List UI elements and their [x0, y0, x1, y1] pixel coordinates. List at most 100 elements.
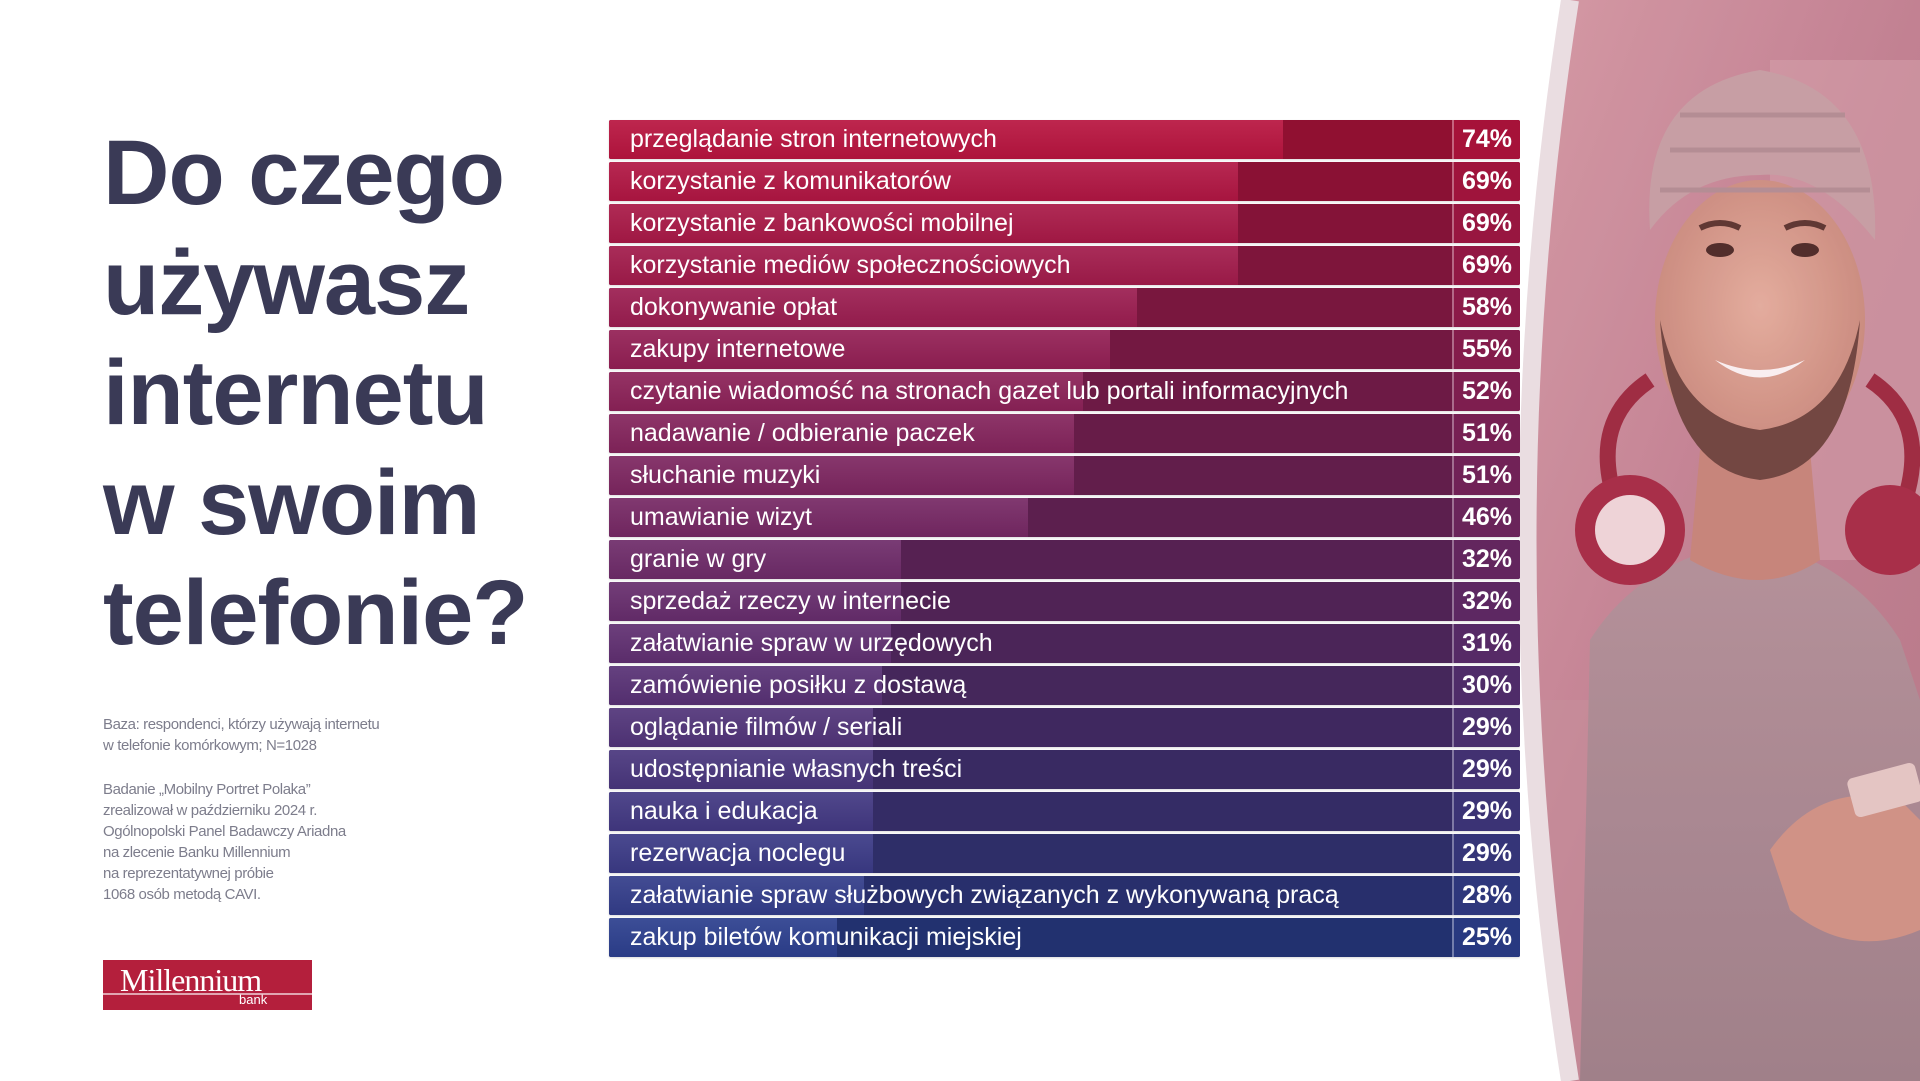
- chart-row: korzystanie z bankowości mobilnej 69%: [609, 204, 1520, 243]
- chart-value-label: 55%: [1452, 330, 1520, 369]
- chart-bar: [609, 750, 874, 789]
- chart-category-label: udostępnianie własnych treści: [630, 755, 963, 783]
- millennium-bank-logo: Millennium bank: [103, 960, 312, 1010]
- chart-row: dokonywanie opłat 58%: [609, 288, 1520, 327]
- study-note-line: 1068 osób metodą CAVI.: [103, 886, 261, 903]
- base-note-line: w telefonie komórkowym; N=1028: [103, 737, 317, 754]
- chart-value-label: 29%: [1452, 834, 1520, 873]
- chart-category-label: zakupy internetowe: [630, 335, 846, 363]
- chart-bar: [609, 204, 1238, 243]
- chart-row: załatwianie spraw w urzędowych 31%: [609, 624, 1520, 663]
- chart-bar: [609, 624, 892, 663]
- chart-category-label: umawianie wizyt: [630, 503, 813, 531]
- chart-category-label: słuchanie muzyki: [630, 461, 821, 489]
- chart-row: zamówienie posiłku z dostawą 30%: [609, 666, 1520, 705]
- chart-category-label: zamówienie posiłku z dostawą: [630, 671, 967, 699]
- chart-category-label: sprzedaż rzeczy w internecie: [630, 587, 951, 615]
- chart-bar: [609, 498, 1029, 537]
- chart-category-label: załatwianie spraw służbowych związanych …: [630, 881, 1339, 909]
- chart-bar: [609, 666, 883, 705]
- chart-category-label: nauka i edukacja: [630, 797, 818, 825]
- chart-value-label: 29%: [1452, 792, 1520, 831]
- chart-value-label: 51%: [1452, 414, 1520, 453]
- chart-value-label: 69%: [1452, 204, 1520, 243]
- chart-bar: [609, 246, 1238, 285]
- chart-row: słuchanie muzyki 51%: [609, 456, 1520, 495]
- chart-value-label: 29%: [1452, 750, 1520, 789]
- study-note-line: Badanie „Mobilny Portret Polaka”: [103, 781, 311, 798]
- chart-row: załatwianie spraw służbowych związanych …: [609, 876, 1520, 915]
- chart-value-label: 51%: [1452, 456, 1520, 495]
- study-note: Badanie „Mobilny Portret Polaka” zrealiz…: [103, 779, 443, 905]
- chart-category-label: korzystanie mediów społecznościowych: [630, 251, 1071, 279]
- chart-bar: [609, 162, 1238, 201]
- chart-category-label: rezerwacja noclegu: [630, 839, 846, 867]
- chart-category-label: granie w gry: [630, 545, 767, 573]
- chart-bar: [609, 918, 837, 957]
- man-with-headphones-photo: [1520, 0, 1920, 1081]
- base-note: Baza: respondenci, którzy używają intern…: [103, 714, 443, 756]
- study-note-line: na zlecenie Banku Millennium: [103, 844, 291, 861]
- base-note-line: Baza: respondenci, którzy używają intern…: [103, 716, 380, 733]
- chart-value-label: 31%: [1452, 624, 1520, 663]
- chart-category-label: czytanie wiadomość na stronach gazet lub…: [630, 377, 1349, 405]
- chart-category-label: zakup biletów komunikacji miejskiej: [630, 923, 1022, 951]
- chart-row: zakupy internetowe 55%: [609, 330, 1520, 369]
- chart-value-label: 69%: [1452, 162, 1520, 201]
- page-title: Do czego używasz internetu w swoim telef…: [103, 118, 583, 668]
- logo-divider: [103, 993, 312, 995]
- logo-sub: bank: [239, 992, 268, 1007]
- bar-chart: przeglądanie stron internetowych 74% korzy…: [609, 120, 1520, 961]
- chart-row: nadawanie / odbieranie paczek 51%: [609, 414, 1520, 453]
- study-note-line: zrealizował w październiku 2024 r.: [103, 802, 318, 819]
- chart-bar: [609, 120, 1284, 159]
- chart-category-label: oglądanie filmów / seriali: [630, 713, 903, 741]
- chart-bar: [609, 708, 874, 747]
- chart-row: udostępnianie własnych treści 29%: [609, 750, 1520, 789]
- chart-bar: [609, 834, 874, 873]
- logo-name: Millennium: [120, 962, 262, 998]
- chart-value-label: 25%: [1452, 918, 1520, 957]
- chart-row: rezerwacja noclegu 29%: [609, 834, 1520, 873]
- chart-value-label: 52%: [1452, 372, 1520, 411]
- chart-row: przeglądanie stron internetowych 74%: [609, 120, 1520, 159]
- chart-bar: [609, 330, 1111, 369]
- chart-value-label: 69%: [1452, 246, 1520, 285]
- chart-row: sprzedaż rzeczy w internecie 32%: [609, 582, 1520, 621]
- chart-value-label: 32%: [1452, 540, 1520, 579]
- title-line: używasz: [103, 232, 470, 334]
- chart-row: umawianie wizyt 46%: [609, 498, 1520, 537]
- chart-bar: [609, 540, 901, 579]
- chart-row: korzystanie mediów społecznościowych 69%: [609, 246, 1520, 285]
- chart-bar: [609, 288, 1138, 327]
- study-note-line: Ogólnopolski Panel Badawczy Ariadna: [103, 823, 346, 840]
- study-note-line: na reprezentatywnej próbie: [103, 865, 274, 882]
- chart-value-label: 29%: [1452, 708, 1520, 747]
- chart-bar: [609, 582, 901, 621]
- chart-category-label: dokonywanie opłat: [630, 293, 838, 321]
- chart-row: nauka i edukacja 29%: [609, 792, 1520, 831]
- chart-bar: [609, 372, 1083, 411]
- chart-category-label: nadawanie / odbieranie paczek: [630, 419, 975, 447]
- chart-category-label: załatwianie spraw w urzędowych: [630, 629, 993, 657]
- chart-row: oglądanie filmów / seriali 29%: [609, 708, 1520, 747]
- chart-category-label: korzystanie z bankowości mobilnej: [630, 209, 1014, 237]
- chart-bar: [609, 792, 874, 831]
- title-line: internetu: [103, 342, 489, 444]
- chart-row: granie w gry 32%: [609, 540, 1520, 579]
- chart-row: zakup biletów komunikacji miejskiej 25%: [609, 918, 1520, 957]
- chart-category-label: przeglądanie stron internetowych: [630, 125, 997, 153]
- chart-value-label: 30%: [1452, 666, 1520, 705]
- title-line: telefonie?: [103, 562, 528, 664]
- chart-bar: [609, 414, 1074, 453]
- chart-row: czytanie wiadomość na stronach gazet lub…: [609, 372, 1520, 411]
- title-line: Do czego: [103, 122, 505, 224]
- chart-value-label: 74%: [1452, 120, 1520, 159]
- chart-bar: [609, 876, 865, 915]
- chart-value-label: 32%: [1452, 582, 1520, 621]
- title-line: w swoim: [103, 452, 480, 554]
- chart-bar: [609, 456, 1074, 495]
- chart-row: korzystanie z komunikatorów 69%: [609, 162, 1520, 201]
- chart-value-label: 46%: [1452, 498, 1520, 537]
- chart-value-label: 58%: [1452, 288, 1520, 327]
